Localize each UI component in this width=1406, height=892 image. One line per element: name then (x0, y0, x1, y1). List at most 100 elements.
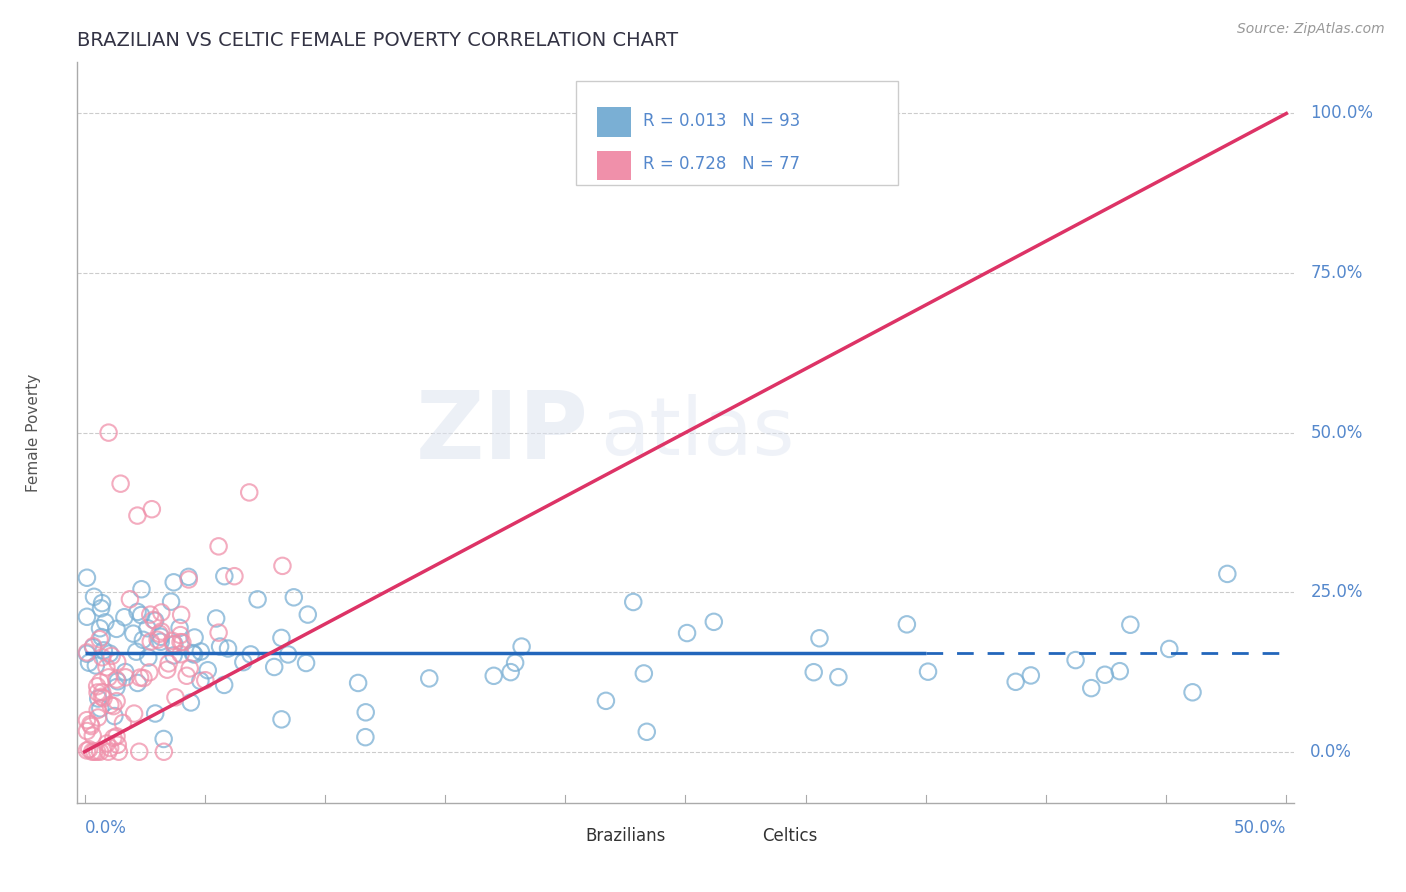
Point (162, 648, 184, 663)
Point (112, 610, 135, 624)
Point (190, 673, 212, 688)
Point (83, 590, 105, 604)
Point (156, 663, 179, 677)
Point (146, 632, 169, 647)
Text: 0.0%: 0.0% (1310, 743, 1353, 761)
Point (89, 632, 111, 647)
Text: Brazilians: Brazilians (586, 827, 666, 845)
Point (482, 669, 505, 683)
Text: R = 0.728   N = 77: R = 0.728 N = 77 (643, 155, 800, 173)
Point (297, 607, 319, 622)
Point (295, 656, 318, 670)
Point (87, 691, 110, 706)
Point (114, 670, 136, 684)
Point (80, 719, 103, 733)
Point (636, 724, 658, 739)
Point (150, 606, 173, 620)
Point (107, 745, 129, 759)
Point (209, 640, 232, 654)
Point (103, 699, 125, 714)
Point (212, 678, 235, 692)
Point (621, 595, 644, 609)
Point (239, 648, 262, 662)
Point (82, 639, 104, 653)
Point (271, 558, 294, 573)
Point (86, 679, 108, 693)
Point (162, 633, 184, 648)
Point (97, 670, 120, 684)
Point (205, 611, 228, 625)
Text: ZIP: ZIP (415, 386, 588, 479)
Text: 25.0%: 25.0% (1310, 583, 1362, 601)
Point (105, 680, 128, 694)
Point (232, 655, 254, 669)
Point (149, 630, 172, 644)
Point (96, 736, 118, 750)
Point (283, 591, 305, 605)
Point (89, 675, 111, 690)
Text: 0.0%: 0.0% (84, 819, 127, 837)
Point (499, 665, 522, 680)
Point (181, 646, 204, 660)
Point (87, 710, 110, 724)
Point (107, 738, 129, 752)
Point (91, 650, 114, 665)
Point (84, 658, 107, 673)
Point (77, 656, 100, 670)
Point (129, 608, 152, 623)
Point (169, 635, 191, 649)
Point (105, 622, 128, 636)
Point (90, 601, 112, 615)
Point (703, 615, 725, 629)
Point (76, 609, 98, 624)
Point (197, 663, 219, 677)
Point (169, 621, 191, 635)
FancyBboxPatch shape (596, 151, 631, 180)
Point (83, 745, 105, 759)
FancyBboxPatch shape (716, 825, 749, 847)
Point (76, 647, 98, 661)
Point (98, 647, 121, 661)
Point (1181, 685, 1204, 699)
Point (90, 690, 112, 704)
Point (122, 706, 145, 721)
Point (177, 570, 200, 584)
Text: 100.0%: 100.0% (1310, 104, 1374, 122)
Text: Celtics: Celtics (762, 827, 817, 845)
Point (110, 476, 132, 491)
Point (1064, 653, 1087, 667)
Point (98, 698, 121, 712)
FancyBboxPatch shape (576, 81, 898, 185)
Point (143, 614, 166, 628)
Point (418, 672, 440, 686)
Point (172, 635, 194, 649)
Point (128, 745, 150, 759)
Point (238, 485, 260, 500)
Point (97, 745, 120, 759)
Point (114, 665, 136, 679)
Point (177, 573, 200, 587)
Point (153, 745, 176, 759)
Point (1094, 667, 1116, 681)
Point (160, 595, 183, 609)
Point (141, 502, 163, 516)
Point (139, 634, 162, 648)
Point (118, 592, 141, 607)
Point (143, 706, 166, 721)
Point (105, 655, 128, 669)
Point (179, 661, 201, 675)
Point (77, 742, 100, 756)
Point (808, 632, 831, 646)
Point (105, 694, 128, 708)
Point (82, 729, 104, 743)
Text: 50.0%: 50.0% (1310, 424, 1362, 442)
Point (76, 571, 98, 585)
Point (676, 626, 699, 640)
Point (214, 569, 236, 583)
Point (89, 621, 111, 635)
Point (1216, 566, 1239, 581)
Point (207, 625, 229, 640)
Point (263, 660, 285, 674)
Point (176, 669, 198, 683)
Point (76, 743, 98, 757)
